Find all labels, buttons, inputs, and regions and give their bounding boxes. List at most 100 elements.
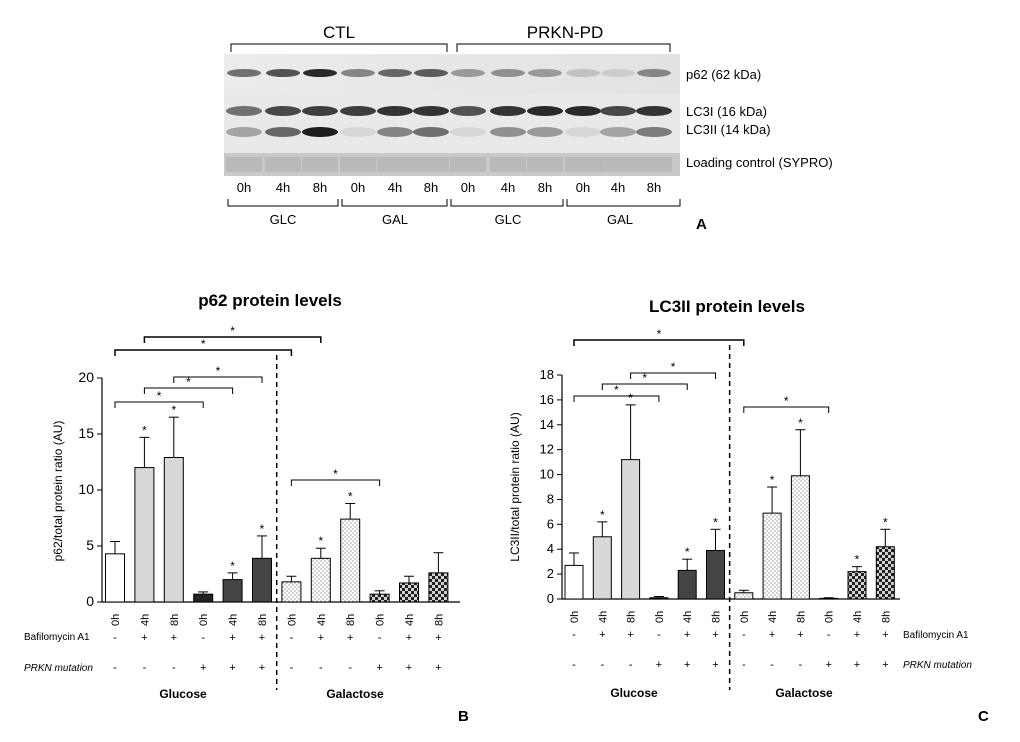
comparison-bracket (114, 349, 293, 356)
significance-marker: * (883, 515, 888, 529)
medium-label-glucose: Glucose (159, 687, 207, 701)
x-tick-label: 4h (228, 614, 240, 626)
bar (428, 572, 449, 603)
panel-letter-a: A (696, 216, 707, 233)
blot-band-loading (527, 157, 563, 172)
comparison-marker: * (614, 383, 619, 397)
comparison-bracket (573, 339, 745, 346)
bafilomycin-sign: + (435, 632, 441, 644)
x-tick-label: 4h (682, 611, 694, 623)
y-tick-label: 2 (547, 566, 554, 581)
blot-band-lc3ii (226, 127, 262, 137)
prkn-sign: - (319, 662, 323, 674)
bafilomycin-sign: - (201, 632, 205, 644)
bafilomycin-sign: + (599, 629, 605, 641)
comparison-marker: * (201, 337, 206, 351)
lane-label: 0h (237, 180, 251, 195)
blot-band-lc3ii (340, 127, 376, 137)
blot-band-lc3ii (490, 127, 526, 137)
significance-marker: * (855, 553, 860, 567)
band-label-lc3i: LC3I (16 kDa) (686, 104, 767, 119)
bar (340, 518, 361, 603)
blot-band-lc3ii (527, 127, 563, 137)
comparison-marker: * (186, 375, 191, 389)
bafilomycin-sign: + (684, 629, 690, 641)
bar (706, 549, 725, 600)
bar (621, 459, 641, 600)
lane-label: 0h (461, 180, 475, 195)
blot-band-p62 (451, 69, 485, 77)
condition-label: GAL (382, 212, 408, 227)
lc3ii-bar-chart: 0 2 4 6 8 10 12 14 16 18 0h - - * 4h + - * 8h + - 0h - + * 4h + + * 8… (540, 327, 900, 690)
y-tick-label: 18 (540, 367, 554, 382)
blot-band-loading (490, 157, 526, 172)
condition-label: GAL (607, 212, 633, 227)
blot-band-lc3i (527, 106, 563, 116)
blot-band-lc3i (302, 106, 338, 116)
blot-band-p62 (491, 69, 525, 77)
significance-marker: * (713, 515, 718, 529)
x-tick-label: 8h (626, 611, 638, 623)
x-tick-label: 0h (286, 614, 298, 626)
significance-marker: * (770, 473, 775, 487)
y-tick-label: 14 (540, 417, 554, 432)
prkn-sign: - (770, 659, 774, 671)
prkn-sign: - (572, 659, 576, 671)
comparison-marker: * (216, 364, 221, 378)
comparison-bracket (143, 336, 322, 343)
blot-band-lc3ii (565, 127, 601, 137)
blot-band-loading (377, 157, 413, 172)
bafilomycin-sign: + (318, 632, 324, 644)
lane-labels: 0h 4h 8h 0h 4h 8h 0h 4h 8h 0h 4h 8h (237, 180, 661, 195)
bafilomycin-sign: + (712, 629, 718, 641)
row-label-bafilomycin: Bafilomycin A1 (903, 630, 969, 641)
comparison-marker: * (657, 327, 662, 341)
blot-band-lc3ii (600, 127, 636, 137)
lane-label: 8h (313, 180, 327, 195)
prkn-sign: - (629, 659, 633, 671)
prkn-sign: + (200, 662, 206, 674)
x-tick-label: 4h (852, 611, 864, 623)
prkn-sign: - (143, 662, 147, 674)
y-tick-label: 16 (540, 392, 554, 407)
bafilomycin-sign: + (347, 632, 353, 644)
blot-band-loading (450, 157, 486, 172)
significance-marker: * (171, 403, 176, 417)
row-label-bafilomycin: Bafilomycin A1 (24, 632, 90, 643)
bafilomycin-sign: - (827, 629, 831, 641)
medium-label-galactose: Galactose (775, 686, 833, 700)
lane-label: 8h (647, 180, 661, 195)
x-tick-label: 4h (597, 611, 609, 623)
x-tick-label: 0h (569, 611, 581, 623)
lane-label: 4h (276, 180, 290, 195)
bar (790, 475, 810, 600)
significance-marker: * (260, 522, 265, 536)
bafilomycin-sign: + (769, 629, 775, 641)
p62-prkn-row: PRKN mutation (24, 663, 93, 674)
blot-band-loading (565, 157, 601, 172)
bafilomycin-sign: + (627, 629, 633, 641)
blot-band-lc3i (636, 106, 672, 116)
x-tick-label: 0h (198, 614, 210, 626)
prkn-sign: + (854, 659, 860, 671)
band-label-p62: p62 (62 kDa) (686, 67, 761, 82)
x-tick-label: 4h (316, 614, 328, 626)
significance-marker: * (142, 423, 147, 437)
bafilomycin-sign: - (290, 632, 294, 644)
blot-band-loading (265, 157, 301, 172)
bar (134, 467, 155, 603)
bafilomycin-sign: + (882, 629, 888, 641)
x-tick-label: 8h (169, 614, 181, 626)
comparison-marker: * (671, 360, 676, 374)
lane-label: 4h (501, 180, 515, 195)
bafilomycin-sign: - (572, 629, 576, 641)
bafilomycin-sign: + (141, 632, 147, 644)
prkn-sign: - (600, 659, 604, 671)
blot-band-lc3i (413, 106, 449, 116)
x-tick-label: 0h (824, 611, 836, 623)
bar (222, 579, 243, 603)
x-tick-label: 0h (654, 611, 666, 623)
blot-band-lc3ii (377, 127, 413, 137)
comparison-bracket (743, 406, 830, 413)
p62-chart-panel: p62 protein levels p62/total protein rat… (24, 291, 469, 725)
